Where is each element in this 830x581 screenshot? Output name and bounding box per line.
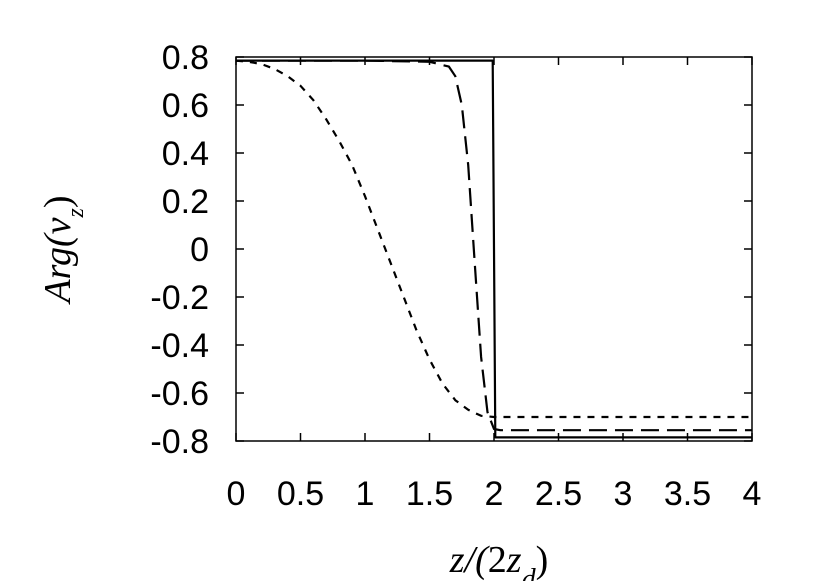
x-tick-label: 1.5 [406,475,453,513]
x-tick-label: 3.5 [664,475,711,513]
y-axis-label: Arg(vz) [37,195,89,305]
x-tick-label: 4 [743,475,762,513]
y-tick-label: -0.2 [150,279,209,317]
series-line-long-dash [236,59,752,432]
x-tick-label: 1 [356,475,375,513]
x-axis-label: z/(2zd) [449,539,548,581]
y-tick-label: 0.4 [162,135,209,173]
x-tick-label: 0.5 [277,475,324,513]
x-tick-label: 2.5 [535,475,582,513]
y-tick-label: -0.6 [150,375,209,413]
x-tick-label: 0 [227,475,246,513]
series-line-solid [236,59,752,439]
y-tick-label: -0.8 [150,423,209,461]
x-axis-ticks: 0 0.5 1 1.5 2 2.5 3 3.5 4 [227,57,762,513]
y-tick-label: 0.2 [162,183,209,221]
plot-lines [235,59,752,439]
x-tick-label: 2 [485,475,504,513]
y-tick-label: 0 [190,231,209,269]
series-line-short-dash [235,59,752,419]
y-tick-label: -0.4 [150,327,209,365]
x-tick-label: 3 [614,475,633,513]
y-axis-ticks: 0.8 0.6 0.4 0.2 0 -0.2 -0.4 -0.6 -0.8 [150,39,752,461]
y-tick-label: 0.6 [162,87,209,125]
y-tick-label: 0.8 [162,39,209,77]
